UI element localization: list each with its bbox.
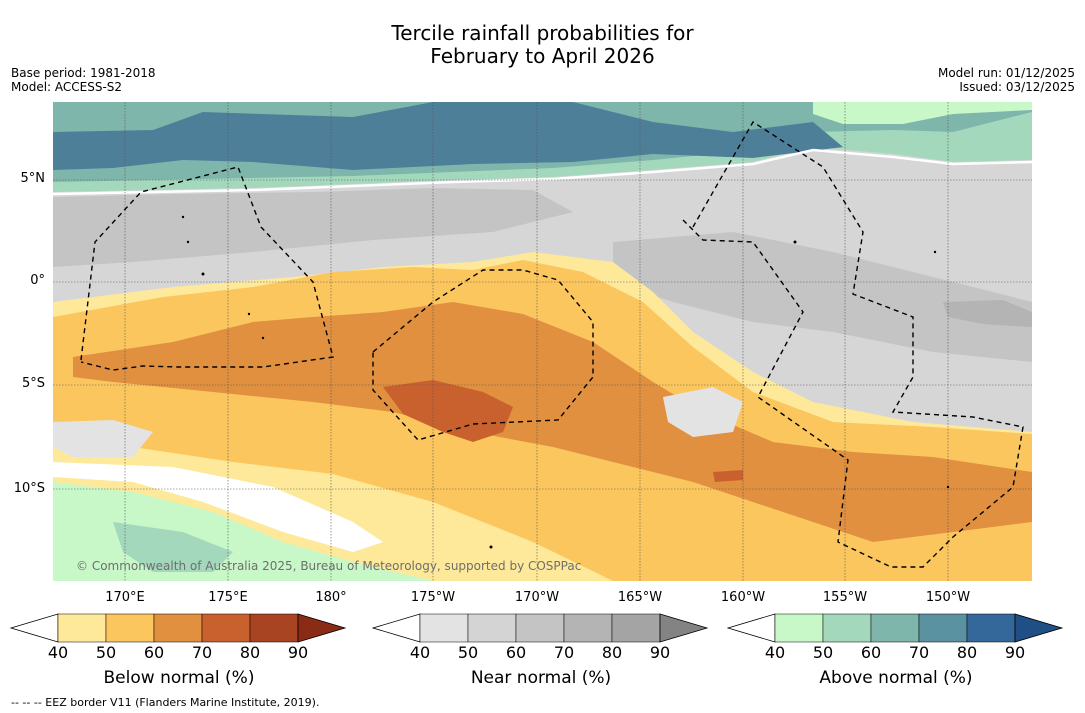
colorbar-arrow-high — [297, 613, 347, 643]
eez-footnote: -- -- -- EEZ border V11 (Flanders Marine… — [11, 696, 320, 709]
colorbar-arrow-low — [10, 613, 59, 643]
tercile-map — [53, 102, 1032, 581]
colorbar-tick-label: 70 — [191, 643, 213, 662]
colorbar-below-normal — [10, 613, 347, 643]
near-normal-white-left — [53, 420, 153, 457]
colorbar-segment — [467, 613, 517, 643]
colorbar-above-normal — [727, 613, 1064, 643]
meta-left: Base period: 1981-2018 Model: ACCESS-S2 — [11, 66, 156, 94]
eez-borders — [80, 121, 1024, 568]
below-normal-80 — [383, 380, 513, 442]
colorbar-segment — [563, 613, 613, 643]
colorbar-tick-label: 50 — [812, 643, 834, 662]
colorbar-segment — [57, 613, 107, 643]
colorbar-segment — [611, 613, 661, 643]
near-normal-east-island — [663, 387, 743, 437]
below-normal-80-east — [713, 470, 743, 482]
colorbar-tick-label: 90 — [649, 643, 671, 662]
colorbar-segment — [201, 613, 251, 643]
colorbar-tick-label: 50 — [95, 643, 117, 662]
lon-label-175e: 175°E — [208, 590, 248, 605]
colorbar-tick-label: 70 — [553, 643, 575, 662]
colorbar-segment — [105, 613, 155, 643]
above-normal-north-lightest — [813, 102, 1032, 124]
colorbar-tick-label: 40 — [47, 643, 69, 662]
copyright-notice: © Commonwealth of Australia 2025, Bureau… — [76, 559, 582, 573]
near-normal-dark-patch — [53, 188, 573, 267]
colorbar-segment — [774, 613, 824, 643]
colorbar-tick-label: 60 — [860, 643, 882, 662]
colorbar-tick-label: 90 — [1004, 643, 1026, 662]
lon-label-155w: 155°W — [822, 590, 868, 605]
colorbar-arrow-low — [372, 613, 421, 643]
above-normal-north-dark — [53, 102, 843, 170]
below-40-white-band — [53, 462, 383, 552]
lon-label-175w: 175°W — [410, 590, 456, 605]
colorbar-arrow-high — [1014, 613, 1064, 643]
graticule — [53, 102, 1032, 581]
lon-label-165w: 165°W — [617, 590, 663, 605]
lat-label-5n: 5°N — [20, 171, 46, 186]
colorbar-label-above: Above normal (%) — [819, 668, 973, 688]
colorbar-tick-label: 70 — [908, 643, 930, 662]
base-period: Base period: 1981-2018 — [11, 66, 156, 80]
lat-label-5s: 5°S — [21, 376, 45, 391]
lat-label-0: 0° — [30, 273, 45, 288]
colorbar-segment — [966, 613, 1016, 643]
colorbar-tick-label: 80 — [601, 643, 623, 662]
colorbar-tick-label: 60 — [505, 643, 527, 662]
colorbar-tick-label: 80 — [956, 643, 978, 662]
lat-label-10s: 10°S — [13, 481, 45, 496]
islands — [181, 215, 950, 549]
colorbar-label-near: Near normal (%) — [470, 668, 612, 688]
model-run: Model run: 01/12/2025 — [937, 66, 1075, 80]
colorbar-segment — [870, 613, 920, 643]
lon-label-170w: 170°W — [514, 590, 560, 605]
lon-label-180: 180° — [315, 590, 347, 605]
colorbar-segment — [153, 613, 203, 643]
colorbar-segment — [918, 613, 968, 643]
colorbar-segment — [822, 613, 872, 643]
issued-date: Issued: 03/12/2025 — [959, 80, 1075, 94]
lon-label-160w: 160°W — [720, 590, 766, 605]
colorbar-segment — [419, 613, 469, 643]
meta-right: Model run: 01/12/2025 Issued: 03/12/2025 — [938, 66, 1075, 94]
colorbar-tick-label: 60 — [143, 643, 165, 662]
near-normal-dark-patch-east — [613, 232, 1032, 362]
model-name: Model: ACCESS-S2 — [11, 80, 123, 94]
map-title: Tercile rainfall probabilities for Febru… — [0, 22, 1085, 68]
colorbar-label-below: Below normal (%) — [103, 668, 255, 688]
colorbar-segment — [249, 613, 299, 643]
colorbar-near-normal — [372, 613, 709, 643]
colorbar-segment — [515, 613, 565, 643]
below-normal-70 — [73, 302, 1032, 542]
title-line-2: February to April 2026 — [430, 44, 655, 68]
colorbar-tick-label: 80 — [239, 643, 261, 662]
title-line-1: Tercile rainfall probabilities for — [391, 21, 694, 45]
colorbar-tick-label: 50 — [457, 643, 479, 662]
near-normal-east-patch — [943, 300, 1032, 327]
colorbar-arrow-low — [727, 613, 776, 643]
colorbar-tick-label: 90 — [287, 643, 309, 662]
above-normal-south-mid — [113, 522, 233, 572]
colorbar-arrow-high — [659, 613, 709, 643]
lon-label-170e: 170°E — [105, 590, 145, 605]
near-normal-north-white-edge — [53, 148, 1032, 196]
lon-label-150w: 150°W — [925, 590, 971, 605]
colorbar-tick-label: 40 — [409, 643, 431, 662]
colorbar-tick-label: 40 — [764, 643, 786, 662]
